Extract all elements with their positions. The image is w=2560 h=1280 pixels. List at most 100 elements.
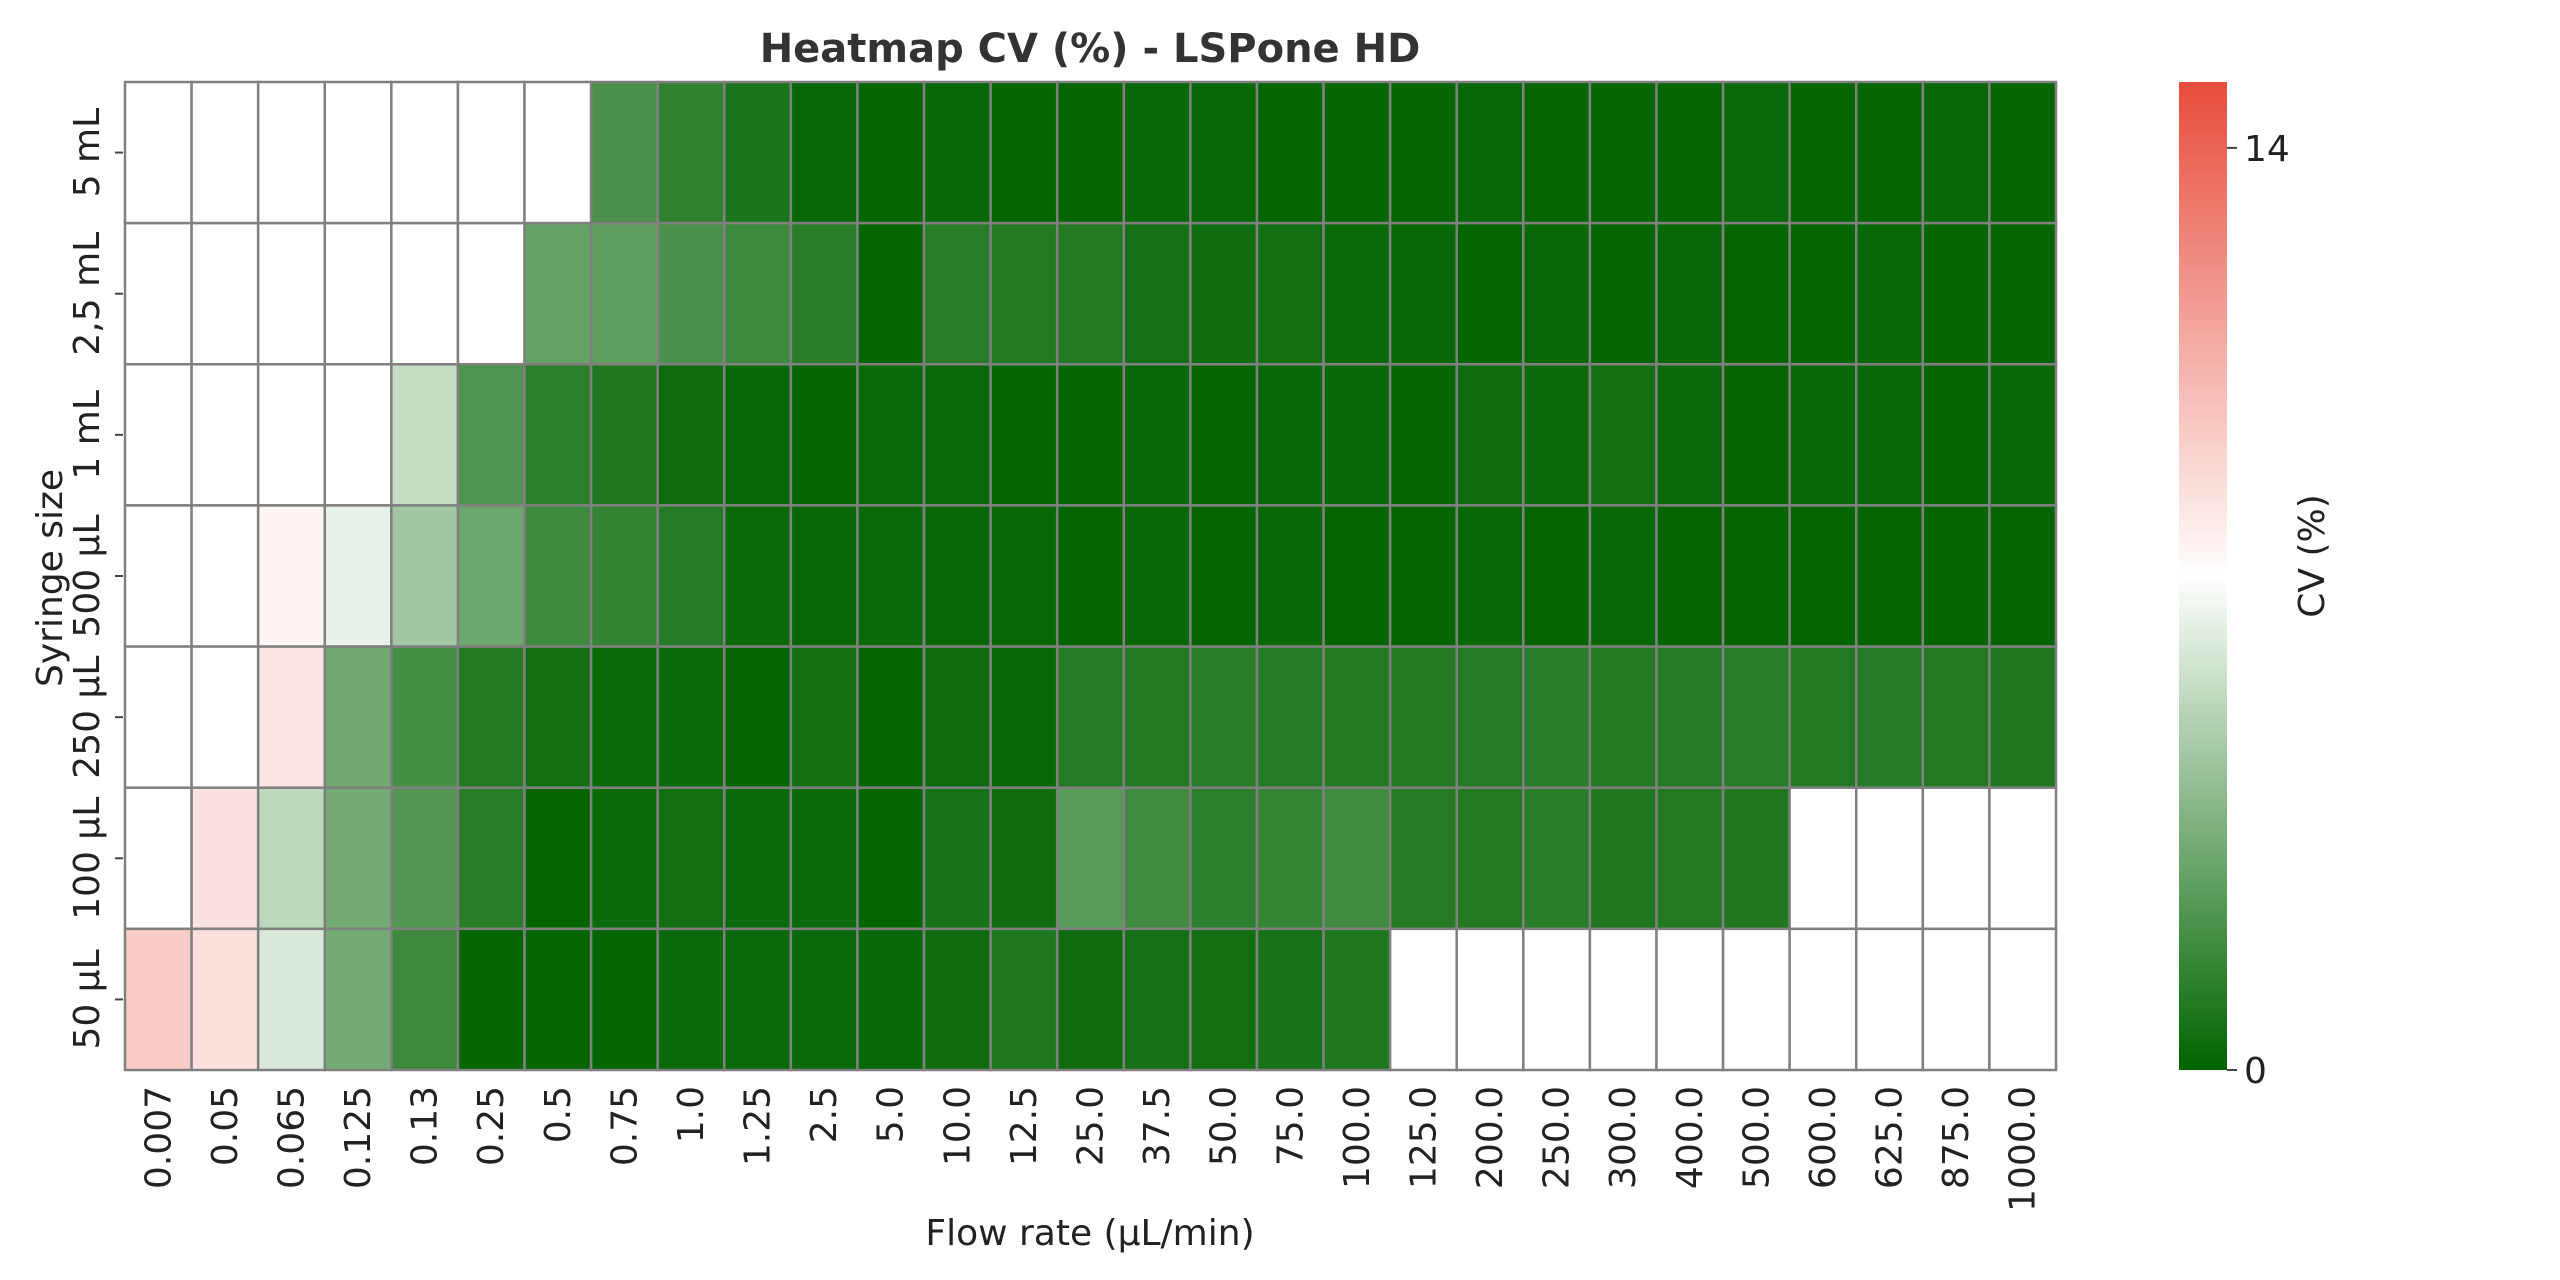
empty-cell	[1588, 927, 1658, 1072]
cell	[1322, 645, 1392, 789]
cell	[656, 221, 726, 366]
x-tick-label: 37.5	[1137, 1086, 1178, 1166]
empty-cell	[1854, 927, 1925, 1072]
cell	[989, 927, 1059, 1072]
cell	[723, 786, 793, 931]
cell	[1921, 221, 1991, 366]
colorbar-label: CV (%)	[2292, 494, 2333, 618]
cell	[656, 786, 726, 931]
cell	[922, 80, 992, 225]
x-tick-label: 300.0	[1603, 1086, 1644, 1189]
empty-cell	[190, 645, 260, 789]
cell	[1122, 786, 1192, 931]
cell	[456, 645, 526, 789]
cell	[323, 504, 393, 648]
cell	[456, 363, 526, 507]
cell	[1122, 80, 1192, 225]
empty-cell	[190, 80, 260, 225]
cell	[1921, 80, 1991, 225]
cell	[1588, 645, 1658, 789]
empty-cell	[1854, 786, 1925, 931]
cell	[1189, 363, 1259, 507]
cell	[856, 645, 926, 789]
cell	[856, 786, 926, 931]
cell	[1522, 221, 1592, 366]
cell	[723, 927, 793, 1072]
empty-cell	[456, 80, 526, 225]
y-tick-label: 1 mL	[67, 390, 108, 479]
cell	[1122, 221, 1192, 366]
cell	[323, 786, 393, 931]
cell	[1655, 504, 1725, 648]
cell	[1988, 504, 2058, 648]
cell	[1988, 363, 2058, 507]
cell	[1921, 504, 1991, 648]
cell	[523, 504, 593, 648]
cell	[723, 645, 793, 789]
cell	[1388, 221, 1458, 366]
cell	[1788, 504, 1858, 648]
cell	[390, 363, 460, 507]
cell	[1455, 786, 1525, 931]
cell	[1388, 363, 1458, 507]
cell	[523, 927, 593, 1072]
cell	[1122, 363, 1192, 507]
cell	[1189, 786, 1259, 931]
cell	[656, 363, 726, 507]
cell	[1721, 221, 1791, 366]
cell	[1854, 221, 1925, 366]
cell	[1122, 645, 1192, 789]
cell	[1655, 786, 1725, 931]
cell	[656, 80, 726, 225]
cell	[1388, 645, 1458, 789]
cell	[1655, 80, 1725, 225]
cell	[1055, 221, 1126, 366]
cell	[1988, 80, 2058, 225]
x-tick-label: 0.25	[471, 1086, 512, 1166]
cell	[1189, 221, 1259, 366]
cell	[789, 504, 859, 648]
cell	[1388, 786, 1458, 931]
cell	[1055, 363, 1126, 507]
x-tick-label: 400.0	[1670, 1086, 1711, 1189]
cell	[1189, 504, 1259, 648]
x-tick-label: 75.0	[1270, 1086, 1311, 1166]
empty-cell	[123, 504, 193, 648]
empty-cell	[123, 363, 193, 507]
cell	[856, 363, 926, 507]
cell	[723, 80, 793, 225]
colorbar	[2179, 82, 2227, 1070]
x-tick-label: 1.0	[671, 1086, 712, 1143]
x-tick-label: 25.0	[1071, 1086, 1112, 1166]
cell	[856, 221, 926, 366]
cell	[1721, 645, 1791, 789]
x-tick-label: 100.0	[1337, 1086, 1378, 1189]
cell	[922, 645, 992, 789]
cell	[589, 363, 659, 507]
cell	[1921, 363, 1991, 507]
cell	[723, 504, 793, 648]
cell	[1255, 363, 1325, 507]
empty-cell	[190, 504, 260, 648]
cell	[390, 645, 460, 789]
y-tick-label: 500 µL	[67, 514, 108, 637]
cell	[1189, 645, 1259, 789]
cell	[1522, 504, 1592, 648]
empty-cell	[323, 80, 393, 225]
cell	[256, 786, 327, 931]
empty-cell	[123, 645, 193, 789]
cell	[1055, 927, 1126, 1072]
empty-cell	[256, 221, 327, 366]
x-axis-label: Flow rate (µL/min)	[925, 1213, 1254, 1254]
cell	[523, 645, 593, 789]
cell	[256, 504, 327, 648]
cell	[323, 645, 393, 789]
cell	[922, 221, 992, 366]
cell	[1854, 504, 1925, 648]
x-tick-label: 50.0	[1204, 1086, 1245, 1166]
cell	[1455, 504, 1525, 648]
cell	[589, 221, 659, 366]
y-tick-label: 2,5 mL	[67, 232, 108, 356]
cell	[989, 363, 1059, 507]
